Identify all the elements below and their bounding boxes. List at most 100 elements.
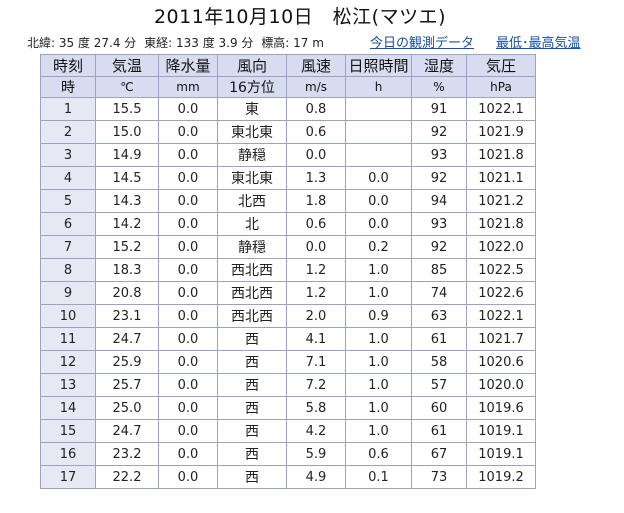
cell-hour: 6 [40, 212, 96, 236]
cell-wind-direction: 西北西 [217, 258, 287, 282]
cell-sunshine: 0.0 [345, 212, 412, 236]
cell-sunshine: 1.0 [345, 419, 412, 443]
cell-sunshine [345, 97, 412, 121]
table-row: 10 23.1 0.0 西北西 2.0 0.9 63 1022.1 [40, 304, 536, 328]
cell-temperature: 23.1 [95, 304, 159, 328]
cell-pressure: 1020.6 [466, 350, 536, 374]
cell-hour: 11 [40, 327, 96, 351]
cell-sunshine: 0.0 [345, 189, 412, 213]
cell-hour: 1 [40, 97, 96, 121]
cell-wind-speed: 1.8 [286, 189, 346, 213]
cell-sunshine: 1.0 [345, 327, 412, 351]
cell-wind-direction: 西 [217, 442, 287, 466]
cell-temperature: 15.0 [95, 120, 159, 144]
cell-precipitation: 0.0 [158, 350, 218, 374]
cell-wind-direction: 西 [217, 373, 287, 397]
cell-wind-direction: 静穏 [217, 235, 287, 259]
cell-wind-direction: 西北西 [217, 281, 287, 305]
cell-sunshine: 1.0 [345, 373, 412, 397]
cell-sunshine: 0.9 [345, 304, 412, 328]
cell-wind-speed: 1.2 [286, 258, 346, 282]
table-row: 7 15.2 0.0 静穏 0.0 0.2 92 1022.0 [40, 235, 536, 259]
cell-humidity: 85 [411, 258, 467, 282]
cell-humidity: 57 [411, 373, 467, 397]
cell-humidity: 92 [411, 235, 467, 259]
cell-sunshine: 0.2 [345, 235, 412, 259]
cell-precipitation: 0.0 [158, 235, 218, 259]
cell-pressure: 1021.2 [466, 189, 536, 213]
cell-wind-direction: 北西 [217, 189, 287, 213]
hourly-weather-table: 時刻 気温 降水量 風向 風速 日照時間 湿度 気圧 時 ℃ mm 16方位 m… [40, 54, 536, 489]
cell-pressure: 1019.2 [466, 465, 536, 489]
cell-precipitation: 0.0 [158, 442, 218, 466]
cell-precipitation: 0.0 [158, 281, 218, 305]
cell-pressure: 1022.1 [466, 304, 536, 328]
table-row: 11 24.7 0.0 西 4.1 1.0 61 1021.7 [40, 327, 536, 351]
table-row: 15 24.7 0.0 西 4.2 1.0 61 1019.1 [40, 419, 536, 443]
header-precipitation: 降水量 [158, 54, 218, 77]
cell-temperature: 25.7 [95, 373, 159, 397]
cell-precipitation: 0.0 [158, 212, 218, 236]
longitude-text: 東経: 133 度 3.9 分 [144, 36, 254, 50]
cell-pressure: 1022.1 [466, 97, 536, 121]
cell-humidity: 61 [411, 327, 467, 351]
cell-sunshine: 0.6 [345, 442, 412, 466]
unit-wind-speed: m/s [286, 76, 346, 98]
cell-temperature: 15.5 [95, 97, 159, 121]
cell-wind-speed: 5.8 [286, 396, 346, 420]
cell-precipitation: 0.0 [158, 327, 218, 351]
cell-humidity: 94 [411, 189, 467, 213]
cell-pressure: 1022.6 [466, 281, 536, 305]
cell-wind-direction: 静穏 [217, 143, 287, 167]
cell-wind-direction: 西 [217, 419, 287, 443]
cell-precipitation: 0.0 [158, 373, 218, 397]
today-observation-link[interactable]: 今日の観測データ [370, 36, 475, 51]
cell-temperature: 20.8 [95, 281, 159, 305]
cell-hour: 4 [40, 166, 96, 190]
cell-wind-direction: 東 [217, 97, 287, 121]
cell-humidity: 63 [411, 304, 467, 328]
cell-precipitation: 0.0 [158, 166, 218, 190]
cell-precipitation: 0.0 [158, 396, 218, 420]
cell-wind-direction: 西 [217, 465, 287, 489]
cell-pressure: 1022.5 [466, 258, 536, 282]
cell-humidity: 74 [411, 281, 467, 305]
cell-precipitation: 0.0 [158, 258, 218, 282]
cell-temperature: 14.9 [95, 143, 159, 167]
unit-humidity: % [411, 76, 467, 98]
unit-time: 時 [40, 76, 96, 98]
cell-temperature: 18.3 [95, 258, 159, 282]
cell-wind-speed: 5.9 [286, 442, 346, 466]
unit-pressure: hPa [466, 76, 536, 98]
cell-temperature: 24.7 [95, 327, 159, 351]
cell-wind-direction: 西北西 [217, 304, 287, 328]
cell-pressure: 1021.7 [466, 327, 536, 351]
header-wind-direction: 風向 [217, 54, 287, 77]
cell-temperature: 15.2 [95, 235, 159, 259]
station-meta: 北緯: 35 度 27.4 分 東経: 133 度 3.9 分 標高: 17 m [27, 34, 328, 51]
cell-pressure: 1022.0 [466, 235, 536, 259]
cell-precipitation: 0.0 [158, 189, 218, 213]
cell-sunshine: 1.0 [345, 258, 412, 282]
cell-humidity: 91 [411, 97, 467, 121]
cell-wind-speed: 1.3 [286, 166, 346, 190]
table-unit-row: 時 ℃ mm 16方位 m/s h % hPa [40, 76, 536, 98]
table-row: 1 15.5 0.0 東 0.8 91 1022.1 [40, 97, 536, 121]
table-row: 12 25.9 0.0 西 7.1 1.0 58 1020.6 [40, 350, 536, 374]
cell-sunshine: 1.0 [345, 396, 412, 420]
page-title: 2011年10月10日 松江(マツエ) [153, 6, 447, 28]
cell-hour: 12 [40, 350, 96, 374]
max-min-temperature-link[interactable]: 最低･最高気温 [496, 36, 581, 51]
cell-hour: 14 [40, 396, 96, 420]
cell-wind-speed: 4.2 [286, 419, 346, 443]
cell-wind-direction: 東北東 [217, 120, 287, 144]
cell-precipitation: 0.0 [158, 97, 218, 121]
elevation-text: 標高: 17 m [261, 36, 324, 50]
table-row: 14 25.0 0.0 西 5.8 1.0 60 1019.6 [40, 396, 536, 420]
cell-hour: 16 [40, 442, 96, 466]
cell-temperature: 23.2 [95, 442, 159, 466]
table-row: 17 22.2 0.0 西 4.9 0.1 73 1019.2 [40, 465, 536, 489]
cell-sunshine [345, 120, 412, 144]
cell-wind-direction: 西 [217, 350, 287, 374]
cell-hour: 3 [40, 143, 96, 167]
